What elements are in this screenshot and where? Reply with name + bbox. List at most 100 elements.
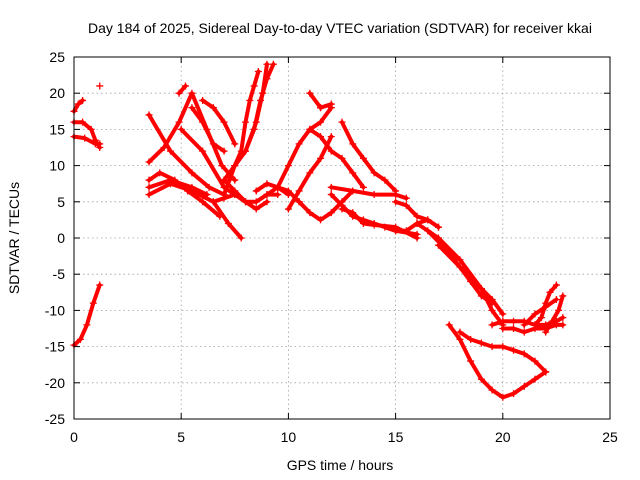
series-line: [189, 105, 227, 154]
data-point: [531, 357, 539, 365]
series-sat-c: [96, 82, 104, 90]
data-point: [209, 140, 217, 148]
data-point: [349, 169, 357, 177]
data-point: [456, 328, 464, 336]
data-point: [467, 357, 475, 365]
data-point: [166, 147, 174, 155]
series-sat-x: [306, 125, 367, 191]
data-point: [370, 191, 378, 199]
data-point: [499, 343, 507, 351]
data-point: [381, 223, 389, 231]
data-point: [542, 303, 550, 311]
x-tick-label: 5: [177, 429, 185, 445]
data-point: [188, 183, 196, 191]
series-sat-b: [70, 96, 87, 115]
data-point: [263, 60, 271, 68]
data-point: [537, 314, 545, 322]
data-point: [237, 147, 245, 155]
series-line: [200, 98, 237, 146]
data-point: [317, 154, 325, 162]
data-point: [349, 209, 357, 217]
data-point: [145, 183, 153, 191]
data-point: [338, 205, 346, 213]
data-point: [188, 104, 196, 112]
data-point: [488, 386, 496, 394]
data-point: [175, 118, 183, 126]
data-point: [263, 180, 271, 188]
data-point: [542, 368, 550, 376]
data-point: [510, 325, 518, 332]
data-point: [370, 221, 378, 229]
data-point: [231, 187, 239, 195]
series-sat-a: [70, 281, 104, 349]
data-point: [242, 198, 250, 206]
data-point: [263, 75, 271, 83]
data-point: [531, 375, 539, 383]
x-tick-label: 20: [495, 429, 511, 445]
data-point: [317, 118, 325, 126]
data-point: [199, 198, 207, 206]
data-point: [295, 198, 303, 206]
series-line: [147, 181, 244, 240]
data-point: [242, 118, 250, 126]
data-point: [145, 176, 153, 184]
data-point: [145, 111, 153, 119]
x-tick-label: 15: [388, 429, 404, 445]
data-point: [237, 234, 245, 242]
data-point: [203, 191, 211, 199]
grid: [74, 57, 610, 419]
data-point: [510, 390, 518, 398]
series-sat-k: [145, 176, 211, 199]
data-point: [83, 321, 91, 329]
data-point: [96, 281, 104, 289]
data-point: [87, 125, 95, 133]
y-tick-label: -10: [45, 302, 65, 318]
data-point: [327, 147, 335, 155]
data-point: [274, 191, 282, 199]
data-point: [327, 133, 335, 141]
data-point: [552, 281, 560, 289]
data-point: [488, 296, 496, 304]
data-point: [220, 176, 228, 184]
data-point: [370, 169, 378, 177]
data-point: [548, 317, 556, 325]
data-point: [456, 263, 464, 271]
data-point: [224, 220, 232, 228]
data-point: [392, 227, 400, 235]
data-point: [488, 321, 496, 329]
data-point: [413, 220, 421, 228]
data-point: [284, 205, 292, 213]
chart-title: Day 184 of 2025, Sidereal Day-to-day VTE…: [88, 20, 592, 36]
series-sat-aj: [434, 241, 507, 318]
data-point: [413, 234, 421, 242]
series-line: [177, 84, 188, 96]
data-point: [477, 339, 485, 347]
data-point: [89, 299, 97, 307]
data-point: [488, 343, 496, 351]
y-tick-label: -15: [45, 339, 65, 355]
data-point: [306, 209, 314, 217]
series-sat-i: [145, 169, 224, 220]
data-point: [246, 96, 254, 104]
data-point: [252, 187, 260, 195]
data-point: [79, 96, 87, 104]
data-point: [559, 292, 567, 300]
data-point: [520, 382, 528, 390]
data-point: [327, 191, 335, 199]
data-point: [477, 292, 485, 300]
series-line: [275, 105, 334, 190]
series-line: [297, 188, 355, 222]
data-point: [177, 125, 185, 133]
series-sat-ab: [338, 118, 400, 195]
data-point: [252, 205, 260, 213]
data-point: [295, 140, 303, 148]
data-point: [209, 198, 217, 206]
data-point: [392, 198, 400, 206]
y-tick-label: -5: [53, 266, 66, 282]
data-point: [199, 118, 207, 126]
data-point: [424, 227, 432, 235]
data-point: [559, 314, 567, 322]
series-line: [522, 297, 559, 327]
series-line: [340, 120, 398, 193]
data-point: [96, 82, 104, 90]
